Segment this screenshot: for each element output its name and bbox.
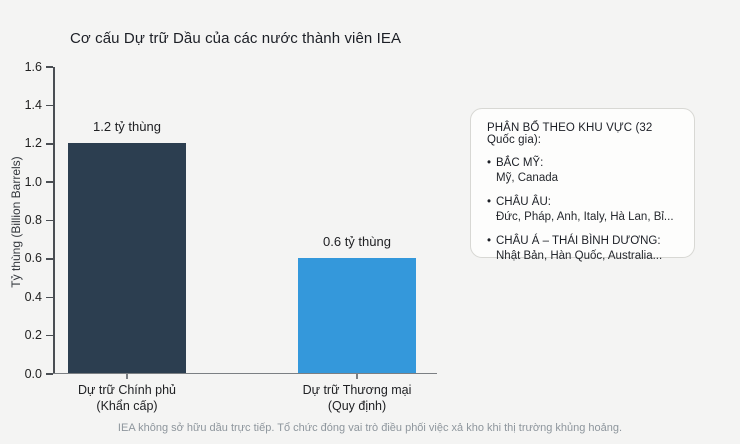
legend-item-north-america: • BẮC MỸ: Mỹ, Canada [487, 156, 680, 186]
y-tick-mark [46, 104, 53, 107]
bar-value-label: 0.6 tỷ thùng [323, 233, 391, 249]
x-tick-mark [356, 374, 358, 379]
y-tick-label: 1.0 [24, 174, 42, 189]
x-axis-spine [53, 372, 437, 374]
legend-header: PHÂN BỔ THEO KHU VỰC (32 Quốc gia): [487, 122, 653, 146]
y-tick-mark [46, 334, 53, 337]
legend-countries: Đức, Pháp, Anh, Italy, Hà Lan, Bỉ... [496, 211, 674, 223]
y-tick-label: 0.6 [24, 251, 42, 266]
y-tick-label: 0.2 [24, 328, 42, 343]
legend-countries: Nhật Bản, Hàn Quốc, Australia... [496, 250, 663, 262]
legend-region-name: CHÂU ÂU: [496, 196, 551, 208]
x-axis-label-government: Dự trữ Chính phủ (Khẩn cấp) [27, 382, 227, 414]
bullet-icon: • [487, 235, 492, 247]
x-tick-mark [126, 374, 128, 379]
y-tick-label: 0.0 [24, 366, 42, 381]
bar-government-reserve [68, 142, 186, 373]
y-tick-mark [46, 258, 53, 260]
bar-commercial-reserve [298, 257, 416, 373]
y-tick-mark [46, 143, 53, 145]
footnote: IEA không sở hữu dầu trực tiếp. Tổ chức … [117, 422, 623, 434]
x-axis-label-commercial: Dự trữ Thương mại (Quy định) [257, 382, 457, 414]
x-axis-label-line2: (Khẩn cấp) [96, 399, 158, 413]
y-tick-mark [46, 373, 53, 375]
legend-item-asia-pacific: • CHÂU Á – THÁI BÌNH DƯƠNG: Nhật Bản, Hà… [487, 234, 680, 264]
legend-region-name: CHÂU Á – THÁI BÌNH DƯƠNG: [496, 235, 661, 247]
x-axis-label-line1: Dự trữ Chính phủ [77, 383, 177, 397]
y-axis-spine [53, 67, 55, 374]
x-axis-label-line2: (Quy định) [327, 399, 387, 413]
region-legend-box: PHÂN BỔ THEO KHU VỰC (32 Quốc gia): • BẮ… [470, 108, 695, 262]
y-tick-mark [46, 181, 53, 183]
y-tick-label: 1.2 [24, 136, 42, 151]
bullet-icon: • [487, 196, 492, 208]
bullet-icon: • [487, 157, 492, 169]
x-axis-label-line1: Dự trữ Thương mại [302, 383, 412, 397]
legend-countries: Mỹ, Canada [496, 172, 559, 184]
legend-region-name: BẮC MỸ: [496, 157, 544, 169]
chart-title: Cơ cấu Dự trữ Dầu của các nước thành viê… [70, 30, 402, 47]
y-tick-label: 0.4 [24, 289, 42, 304]
y-tick-mark [46, 296, 53, 298]
y-tick-mark [46, 66, 53, 68]
y-tick-label: 0.8 [24, 213, 42, 227]
y-tick-label: 1.6 [24, 59, 42, 74]
bar-value-label: 1.2 tỷ thùng [93, 118, 161, 134]
y-tick-mark [46, 219, 53, 222]
plot-area: 0.0 0.2 0.4 0.6 0.8 1.0 1.2 1.4 1.6 1.2 tỷ thùng… [25, 60, 437, 381]
y-tick-label: 1.4 [24, 97, 42, 112]
legend-item-europe: • CHÂU ÂU: Đức, Pháp, Anh, Italy, Hà Lan… [487, 195, 680, 225]
